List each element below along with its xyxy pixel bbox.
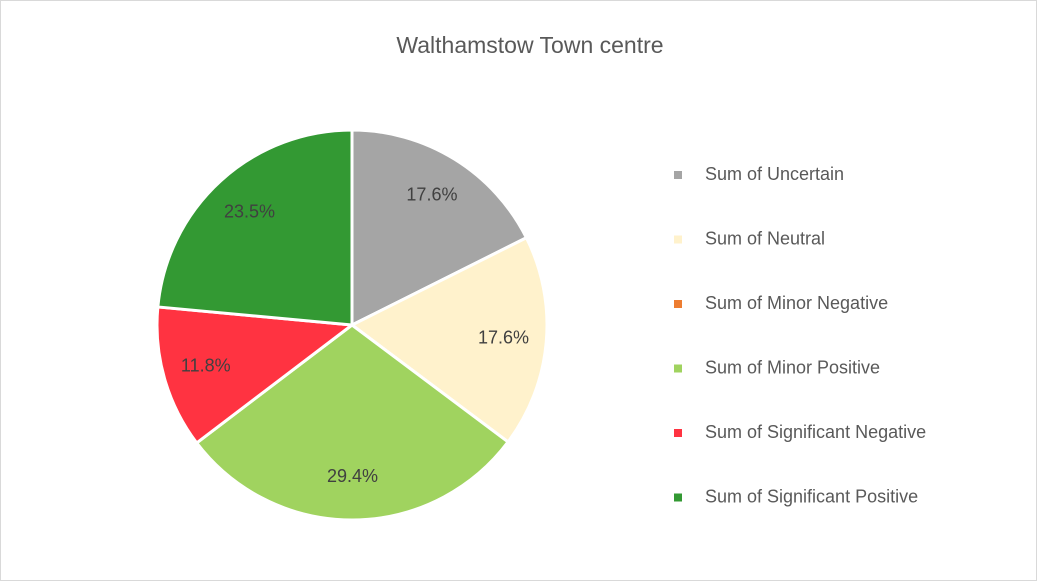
chart-title: Walthamstow Town centre [396,32,663,58]
data-label: 23.5% [224,201,275,221]
legend-swatch [674,429,682,437]
legend-label: Sum of Significant Negative [705,422,926,442]
legend-swatch [674,235,682,244]
pie-slice [350,128,528,327]
data-label: 29.4% [327,466,378,486]
legend-label: Sum of Uncertain [705,164,844,184]
data-label: 11.8% [181,356,231,376]
pie-slice [195,323,510,522]
data-label: 17.6% [478,327,529,347]
legend-swatch [674,493,682,502]
legend-label: Sum of Minor Negative [705,293,888,313]
legend-swatch [674,171,682,179]
pie-slice [350,236,549,444]
legend-label: Sum of Minor Positive [705,357,880,377]
data-label: 17.6% [406,184,457,204]
legend-label: Sum of Neutral [705,228,825,248]
pie-slice [155,305,354,445]
pie-slice [156,128,354,327]
legend-swatch [674,364,682,373]
legend-swatch [674,300,682,308]
legend-label: Sum of Significant Positive [705,486,918,506]
